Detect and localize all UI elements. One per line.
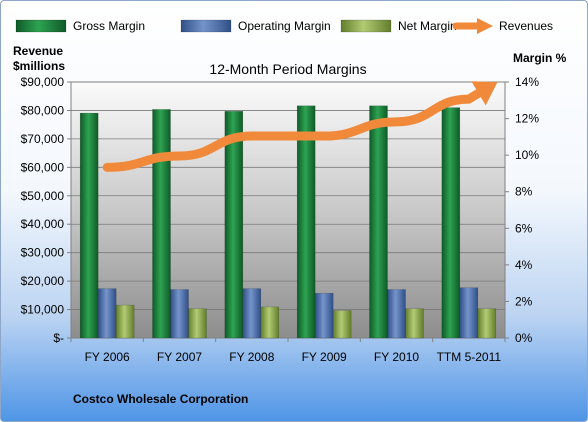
right-tick-label: 6% (515, 221, 533, 235)
operating-margin-bar (387, 289, 406, 339)
x-axis-ticks: FY 2006 FY 2007 FY 2008 FY 2009 FY 2010 TTM 5… (70, 338, 506, 364)
footer-company: Costco Wholesale Corporation (73, 392, 248, 406)
left-tick-label: $40,000 (21, 217, 65, 231)
left-tick-label: $60,000 (21, 160, 65, 174)
right-axis-title: Margin % (513, 51, 567, 65)
net-margin-bar (260, 306, 280, 339)
left-tick-label: $70,000 (21, 132, 65, 146)
net-margin-bar (188, 308, 207, 339)
left-tick-label: $20,000 (21, 274, 65, 288)
bars (79, 105, 497, 339)
revenue-line (102, 81, 498, 172)
left-axis-title-line1: Revenue (13, 44, 63, 58)
left-tick-label: $80,000 (21, 103, 65, 117)
left-tick-label: $- (53, 331, 64, 345)
operating-margin-bar (97, 288, 117, 339)
operating-margin-bar (459, 287, 479, 339)
gridlines (71, 110, 505, 310)
x-tick-label: TTM 5-2011 (437, 350, 502, 364)
x-tick-label: FY 2006 (85, 350, 130, 364)
left-tick-label: $50,000 (21, 189, 65, 203)
gross-margin-bar (441, 107, 461, 339)
plot-area (70, 81, 506, 339)
left-tick-label: $30,000 (21, 246, 65, 260)
revenues-legend-arrow-head (477, 18, 493, 34)
legend-label: Gross Margin (73, 19, 145, 33)
x-tick-label: FY 2007 (157, 350, 202, 364)
x-tick-label: FY 2008 (229, 350, 274, 364)
net-margin-bar (332, 310, 352, 339)
gross-margin-bar (224, 111, 244, 339)
legend-label: Operating Margin (238, 19, 331, 33)
right-tick-label: 4% (515, 258, 533, 272)
left-tick-label: $90,000 (21, 75, 65, 89)
x-tick-label: FY 2010 (374, 350, 419, 364)
legend: Gross Margin Operating Margin Net Margin Re… (15, 18, 553, 34)
right-tick-label: 8% (515, 185, 533, 199)
operating-margin-legend-swatch (180, 19, 232, 33)
gross-margin-bar (79, 112, 99, 339)
net-margin-bar (477, 308, 497, 339)
net-margin-bar (405, 308, 424, 339)
gross-margin-bar (296, 105, 316, 339)
legend-label: Net Margin (398, 19, 457, 33)
chart-title: 12-Month Period Margins (209, 61, 366, 77)
revenue-series-line (102, 94, 474, 172)
left-axis-ticks: $- $10,000 $20,000 $30,000 $40,000 $50,000 $60… (21, 75, 71, 345)
gross-margin-bar (152, 109, 171, 339)
net-margin-bar (115, 304, 135, 339)
x-tick-label: FY 2009 (302, 350, 347, 364)
right-tick-label: 14% (515, 75, 539, 89)
operating-margin-bar (314, 292, 334, 339)
gross-margin-bar (369, 105, 388, 339)
right-tick-label: 0% (515, 331, 533, 345)
right-tick-label: 12% (515, 112, 539, 126)
operating-margin-bar (170, 289, 189, 339)
right-tick-label: 10% (515, 148, 539, 162)
gross-margin-legend-swatch (15, 19, 67, 33)
left-tick-label: $10,000 (21, 303, 65, 317)
net-margin-legend-swatch (340, 19, 392, 33)
operating-margin-bar (242, 288, 262, 339)
left-axis-title-line2: $millions (13, 59, 65, 73)
legend-label: Revenues (499, 19, 553, 33)
right-tick-label: 2% (515, 294, 533, 308)
revenue-arrow-head (471, 81, 498, 106)
right-axis-ticks: 0% 2% 4% 6% 8% 10% 12% 14% (505, 75, 539, 345)
